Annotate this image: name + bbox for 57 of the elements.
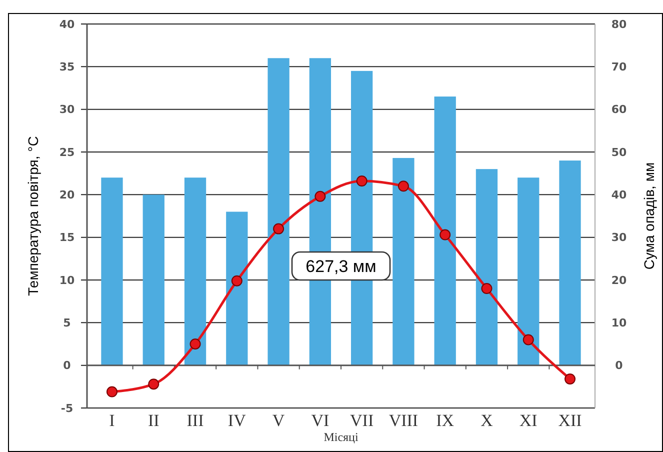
y2-tick-label: 0 — [615, 359, 624, 372]
bar — [392, 158, 414, 366]
y-tick-label: 0 — [63, 359, 72, 372]
y2-tick-label: 60 — [611, 103, 627, 116]
y-tick-label: 40 — [59, 18, 75, 31]
y2-tick-label: 50 — [611, 146, 627, 159]
bar — [142, 194, 164, 366]
y-tick-label: 5 — [63, 316, 71, 330]
bar — [518, 178, 540, 366]
y-tick-label: 30 — [59, 103, 75, 116]
bar — [184, 178, 206, 366]
point — [398, 180, 409, 192]
point — [481, 283, 492, 294]
x-tick-label: II — [148, 411, 160, 430]
y2-tick-label: 30 — [611, 231, 627, 244]
x-tick-label: III — [186, 411, 204, 430]
point — [148, 378, 160, 390]
point — [314, 190, 326, 202]
y-tick-label: 10 — [59, 274, 75, 287]
x-tick-label: XI — [519, 411, 538, 430]
x-tick-label: XII — [558, 411, 582, 430]
x-tick-label: I — [109, 411, 116, 430]
bar — [101, 178, 123, 366]
y2-tick-label: 40 — [611, 188, 627, 202]
point — [564, 373, 576, 384]
y-tick-label: 20 — [59, 188, 75, 202]
point — [356, 176, 368, 187]
bar — [434, 96, 456, 366]
point — [231, 275, 242, 286]
y-tick-label: -5 — [60, 402, 74, 415]
y2-tick-label: 80 — [611, 18, 627, 31]
bar — [226, 212, 248, 366]
point — [440, 229, 451, 240]
x-tick-label: VI — [311, 411, 330, 430]
point — [190, 338, 201, 350]
bar — [476, 169, 498, 366]
y-tick-label: 15 — [59, 231, 75, 244]
x-tick-label: VIII — [388, 411, 418, 430]
bar — [268, 58, 290, 366]
x-tick-label: V — [272, 411, 286, 430]
x-tick-label: X — [480, 411, 493, 430]
bar — [559, 160, 581, 366]
annotation: 627,3 мм — [306, 256, 376, 276]
x-axis-title: Місяці — [324, 430, 359, 444]
x-tick-label: VII — [350, 411, 374, 430]
y-tick-label: 25 — [59, 146, 75, 159]
y2-tick-label: 10 — [611, 316, 627, 330]
y2-tick-label: 20 — [611, 274, 627, 287]
point — [522, 334, 534, 346]
point — [106, 386, 118, 398]
y2-tick-label: 70 — [611, 60, 627, 74]
point — [273, 223, 284, 234]
y-axis-title: Температура повітря, °С — [25, 136, 41, 296]
x-tick-label: IV — [228, 411, 247, 430]
x-tick-label: IX — [436, 411, 454, 430]
y-tick-label: 35 — [59, 60, 75, 74]
y2-axis-title: Сума опадів, мм — [641, 162, 657, 270]
